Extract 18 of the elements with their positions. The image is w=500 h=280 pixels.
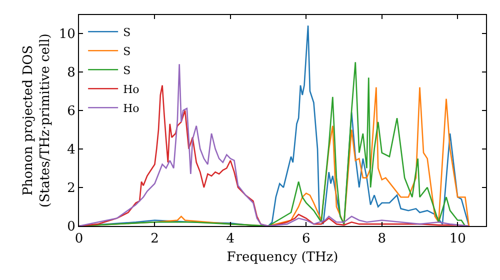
legend-label: S: [123, 44, 131, 58]
legend-label: Ho: [123, 82, 140, 96]
y-tick-label: 6: [67, 104, 76, 119]
x-tick-label: 2: [150, 232, 159, 247]
x-tick-label: 10: [449, 232, 466, 247]
legend-label: S: [123, 26, 131, 39]
y-tick-label: 0: [67, 220, 76, 235]
y-tick-label: 4: [67, 142, 76, 158]
legend-label: S: [123, 64, 131, 77]
y-tick-label: 10: [58, 26, 76, 42]
x-tick-label: 4: [226, 232, 235, 247]
y-tick-label: 2: [67, 181, 76, 196]
legend-label: Ho: [123, 102, 140, 115]
x-tick-label: 8: [378, 232, 386, 247]
y-axis-title: Phonon projected DOS (States/THz·primitive cell): [20, 33, 53, 208]
x-axis-title: Frequency (THz): [226, 250, 338, 266]
x-tick-label: 6: [302, 232, 310, 247]
y-tick-label: 8: [67, 65, 76, 80]
